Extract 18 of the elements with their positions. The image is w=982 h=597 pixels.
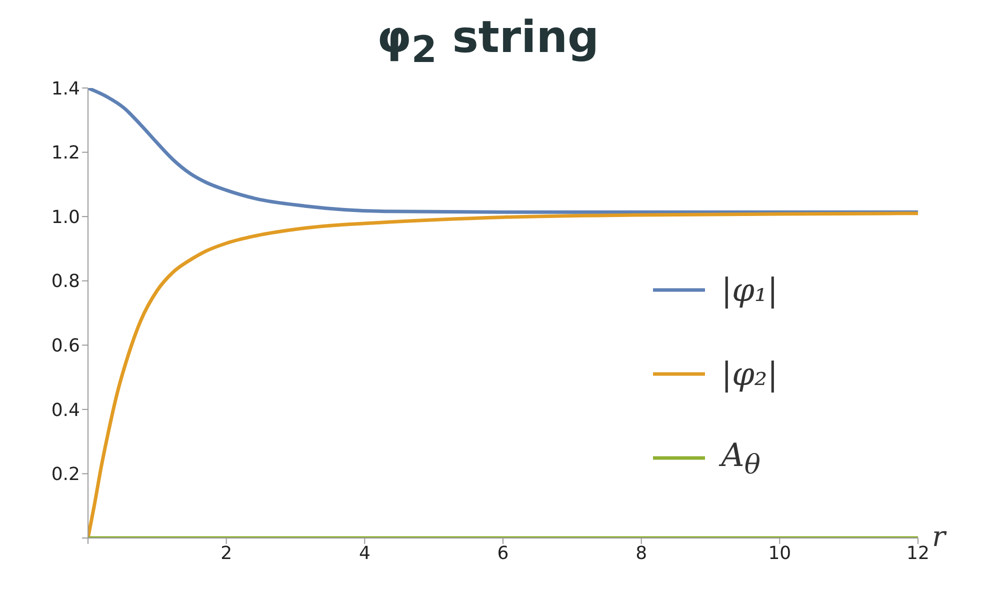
- x-tick-label: 12: [906, 542, 930, 564]
- x-tick-label: 8: [636, 542, 648, 564]
- y-tick-label: 0.4: [51, 400, 80, 421]
- y-tick-label: 0.2: [51, 464, 80, 486]
- x-tick-label: 2: [220, 542, 232, 564]
- y-tick-label: 0.8: [51, 271, 80, 292]
- y-tick-label: 1.4: [51, 78, 80, 100]
- legend-label: |φ₁|: [721, 271, 778, 309]
- x-tick-label: 4: [358, 542, 370, 564]
- text: 1.0: [51, 206, 80, 228]
- x-tick-label: 10: [768, 542, 792, 564]
- y-tick-label: 0.6: [51, 336, 80, 357]
- legend-label: A$_{θ}$: [721, 436, 760, 480]
- x-tick-label: 6: [497, 542, 509, 564]
- legend-label: |φ₂|: [721, 355, 778, 393]
- y-tick-label: 1.2: [51, 142, 80, 164]
- x-axis-title: r: [932, 520, 947, 553]
- chart-title: φ$_{2}$ string: [376, 11, 600, 71]
